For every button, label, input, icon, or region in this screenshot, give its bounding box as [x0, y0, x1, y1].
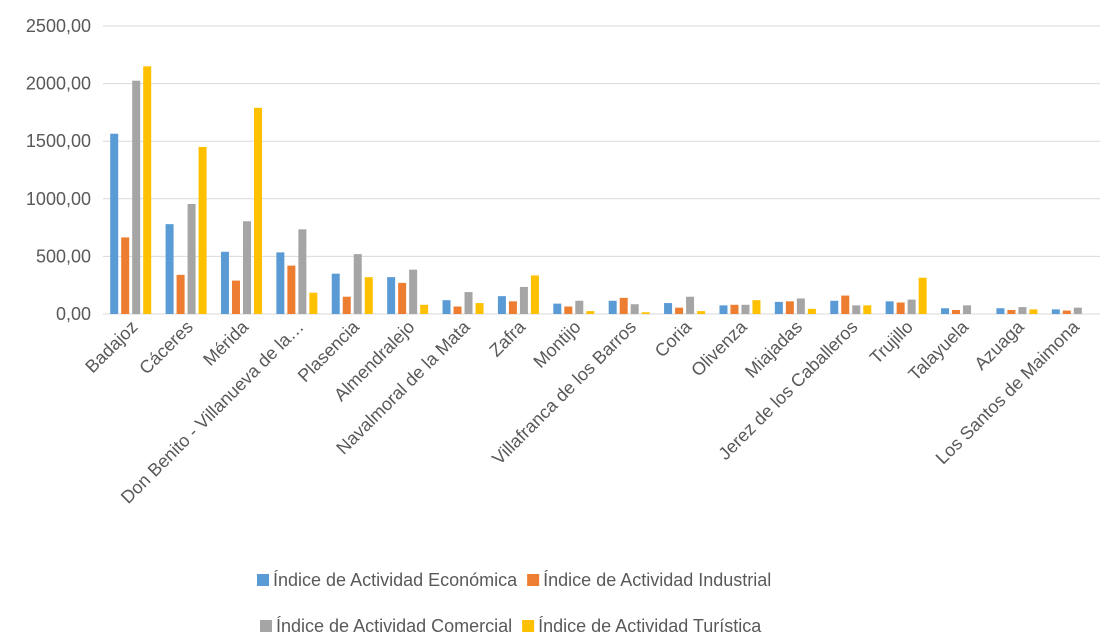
bar — [1029, 309, 1038, 314]
bar — [364, 277, 373, 314]
bar — [619, 297, 628, 314]
bar — [1051, 309, 1060, 314]
legend-label: Índice de Actividad Económica — [273, 570, 518, 590]
bar — [387, 277, 396, 314]
bar — [353, 254, 362, 314]
x-tick-label: Olivenza — [687, 316, 751, 380]
bar — [121, 237, 130, 314]
bar — [586, 311, 595, 314]
y-tick-label: 1000,00 — [26, 189, 91, 209]
x-tick-label: Talayuela — [904, 316, 973, 385]
bar — [918, 277, 927, 314]
bar — [453, 306, 462, 314]
y-tick-label: 0,00 — [56, 304, 91, 324]
bar — [287, 265, 296, 314]
bar — [1018, 307, 1027, 314]
legend: Índice de Actividad Económica Índice de A… — [257, 570, 771, 636]
bar — [863, 305, 872, 314]
bar — [686, 296, 695, 314]
bar — [963, 305, 972, 314]
bar — [907, 299, 916, 314]
x-tick-label: Badajoz — [81, 317, 141, 377]
bar — [564, 306, 573, 314]
legend-label: Índice de Actividad Turística — [538, 616, 762, 636]
bar — [398, 282, 407, 314]
bar — [1062, 310, 1071, 314]
bar — [785, 301, 794, 314]
bar — [519, 286, 528, 314]
y-tick-label: 2000,00 — [26, 74, 91, 94]
bar — [774, 301, 783, 314]
bar — [664, 303, 673, 314]
bar — [442, 300, 451, 314]
bar — [796, 298, 805, 314]
bar — [231, 280, 240, 314]
bar — [830, 300, 839, 314]
bar — [630, 304, 639, 314]
bar — [508, 301, 517, 314]
bar — [941, 308, 950, 314]
bar — [475, 303, 484, 314]
bar — [110, 133, 119, 314]
bar — [752, 300, 761, 314]
x-tick-label: Trujillo — [866, 317, 917, 368]
bar — [276, 252, 285, 314]
bar — [464, 292, 473, 314]
bar — [1007, 309, 1016, 314]
bar — [309, 292, 318, 314]
bar — [420, 304, 429, 314]
bar — [1073, 307, 1082, 314]
x-tick-label: Mérida — [199, 316, 253, 370]
bar — [575, 300, 584, 314]
legend-label: Índice de Actividad Industrial — [543, 570, 771, 590]
bar — [143, 66, 152, 314]
bar — [253, 107, 262, 315]
bar — [896, 302, 905, 314]
bar — [342, 296, 351, 314]
bar — [132, 80, 141, 314]
bar — [298, 229, 307, 314]
y-axis-ticks: 0,00 500,00 1000,00 1500,00 2000,00 2500,00 — [26, 16, 91, 324]
bar — [852, 305, 861, 314]
bar — [497, 296, 506, 314]
bar — [807, 308, 816, 314]
bar — [730, 304, 739, 314]
bar — [530, 275, 539, 314]
x-tick-label: Coria — [651, 316, 696, 361]
y-tick-label: 500,00 — [36, 246, 91, 266]
bar — [331, 273, 340, 314]
bar — [641, 312, 650, 314]
bar — [697, 311, 706, 314]
bar — [996, 308, 1005, 314]
bar — [198, 146, 207, 314]
bar — [176, 274, 185, 314]
bar — [675, 307, 684, 314]
bar — [553, 303, 562, 314]
bar — [952, 309, 961, 314]
bar — [885, 301, 894, 314]
bar — [242, 221, 251, 314]
bar — [741, 304, 750, 314]
legend-label: Índice de Actividad Comercial — [276, 616, 512, 636]
bars — [110, 66, 1082, 315]
legend-swatch — [522, 620, 535, 632]
y-tick-label: 1500,00 — [26, 131, 91, 151]
grid-lines — [103, 25, 1100, 315]
bar — [165, 224, 174, 314]
x-tick-label: Montijo — [529, 317, 584, 372]
x-tick-label: Cáceres — [135, 317, 197, 379]
y-tick-label: 2500,00 — [26, 16, 91, 36]
legend-swatch — [257, 574, 269, 586]
x-tick-label: Zafra — [485, 316, 530, 361]
bar — [409, 269, 418, 314]
legend-swatch — [527, 574, 540, 586]
bar — [841, 295, 850, 314]
bar — [187, 203, 196, 314]
legend-swatch — [260, 620, 272, 632]
bar — [220, 251, 229, 314]
bar — [719, 305, 728, 314]
bar — [608, 300, 617, 314]
